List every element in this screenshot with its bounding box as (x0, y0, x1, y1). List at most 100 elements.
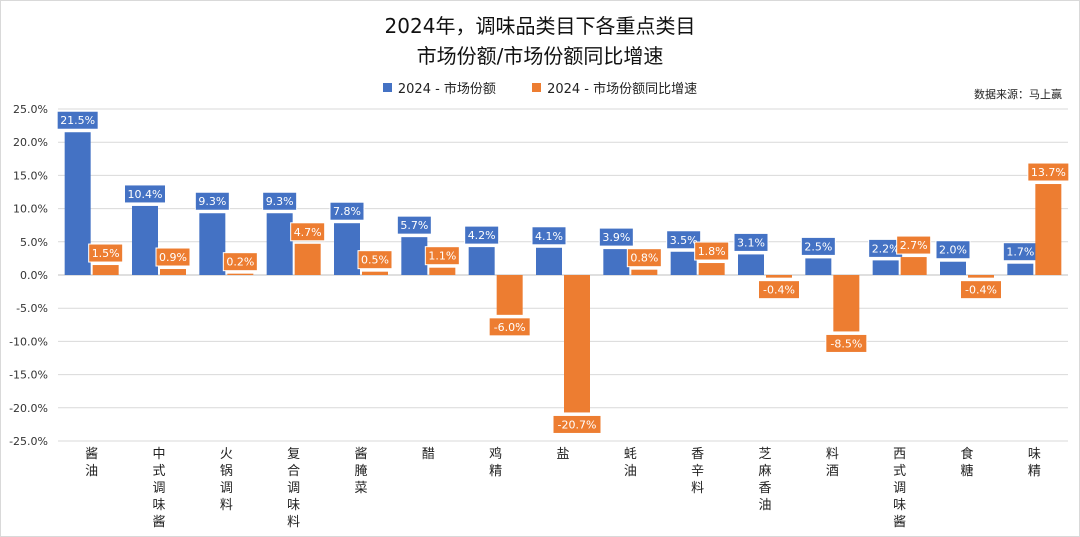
data-label-share: 9.3% (198, 195, 226, 208)
bar-share (805, 258, 832, 275)
y-tick-label: -10.0% (9, 335, 48, 348)
bar-share (468, 247, 495, 275)
y-tick-label: 20.0% (13, 136, 48, 149)
y-tick-label: -25.0% (9, 435, 48, 448)
data-label-box-share (262, 191, 298, 211)
data-label-box-share (733, 232, 769, 252)
bar-growth (429, 267, 456, 275)
data-label-growth: 1.1% (428, 250, 456, 263)
data-source-note: 数据来源：马上赢 (974, 88, 1062, 101)
y-tick-label: 10.0% (13, 203, 48, 216)
data-label-box-share (396, 215, 432, 235)
legend-label-share: 2024 - 市场份额 (397, 82, 496, 97)
data-label-box-growth (424, 246, 460, 266)
data-label-growth: -8.5% (830, 337, 862, 350)
data-label-box-share (598, 227, 634, 247)
legend-swatch-growth (532, 83, 542, 92)
data-label-box-growth (626, 248, 662, 268)
bar-share (536, 247, 562, 275)
x-tick-label: 芝麻香油 (758, 446, 771, 513)
data-label-growth: 1.8% (698, 245, 726, 258)
data-label-share: 3.9% (602, 231, 630, 244)
bar-growth (1035, 184, 1062, 275)
x-tick-label: 火锅调料 (220, 447, 233, 513)
data-label-box-growth (155, 247, 191, 267)
legend-item-share: 2024 - 市场份额 (382, 78, 496, 97)
x-tick-label: 醋 (422, 446, 435, 462)
data-label-box-growth (1027, 162, 1070, 182)
x-tick-label: 复合调味料 (287, 447, 300, 530)
data-label-share: 3.5% (670, 234, 698, 247)
bar-share (334, 223, 360, 275)
x-tick-label: 料酒 (826, 447, 839, 479)
legend-label-growth: 2024 - 市场份额同比增速 (547, 82, 698, 97)
bar-growth (92, 265, 119, 275)
chart-subtitle: 市场份额/市场份额同比增速 (416, 44, 664, 68)
x-tick-label: 中式调味酱 (152, 447, 165, 530)
data-label-growth: 1.5% (92, 247, 120, 260)
data-label-box-share (124, 184, 166, 204)
x-tick-label: 蚝油 (624, 447, 637, 479)
y-tick-label: 0.0% (20, 269, 48, 282)
data-label-share: 9.3% (266, 195, 294, 208)
x-tick-label: 盐 (556, 447, 569, 462)
bar-growth (833, 275, 860, 332)
legend-swatch-share (382, 83, 392, 92)
chart-title: 2024年，调味品类目下各重点类目 (384, 14, 696, 38)
bar-growth (294, 243, 321, 275)
data-label-box-share (800, 236, 836, 256)
data-label-box-growth (758, 280, 800, 300)
data-label-growth: 4.7% (294, 226, 322, 239)
bar-share (940, 261, 966, 275)
bar-growth (362, 271, 388, 275)
data-label-share: 2.5% (804, 240, 832, 253)
data-label-box-share (329, 201, 365, 221)
x-tick-label: 鸡精 (489, 446, 502, 479)
data-label-box-share (464, 225, 500, 245)
bar-growth (496, 275, 523, 315)
data-label-share: 2.0% (939, 244, 967, 257)
data-label-growth: 0.8% (630, 252, 658, 265)
legend-item-growth: 2024 - 市场份额同比增速 (532, 78, 697, 97)
bar-growth (900, 257, 927, 275)
bar-growth (160, 269, 186, 275)
data-label-growth: 0.9% (159, 251, 187, 264)
data-label-box-growth (694, 241, 730, 261)
bar-share (132, 205, 158, 275)
bar-share (738, 254, 764, 275)
data-label-box-share (666, 230, 702, 250)
y-tick-label: -5.0% (16, 302, 48, 315)
bar-share (872, 260, 899, 275)
data-label-share: 7.8% (333, 205, 361, 218)
data-label-box-growth (896, 235, 932, 255)
x-tick-label: 西式调味酱 (893, 447, 906, 530)
data-label-share: 2.2% (872, 242, 900, 255)
x-tick-label: 酱油 (85, 447, 98, 479)
data-label-share: 3.1% (737, 236, 765, 249)
data-label-growth: -6.0% (494, 321, 526, 334)
data-label-box-growth (290, 222, 326, 242)
bar-share (1007, 263, 1034, 275)
bar-share (266, 213, 293, 275)
data-label-growth: -20.7% (558, 418, 597, 431)
data-label-growth: 13.7% (1031, 166, 1066, 179)
data-label-share: 10.4% (128, 188, 163, 201)
data-label-box-share (194, 191, 230, 211)
bar-share (401, 237, 428, 275)
data-label-growth: 0.2% (226, 256, 254, 269)
y-tick-label: 25.0% (13, 103, 48, 116)
data-label-growth: 0.5% (361, 254, 389, 267)
bar-growth (564, 275, 590, 413)
data-label-share: 4.1% (535, 230, 563, 243)
x-tick-label: 食糖 (960, 446, 973, 479)
y-tick-label: -15.0% (9, 369, 48, 382)
data-label-box-share (531, 226, 567, 246)
data-label-growth: 2.7% (900, 239, 928, 252)
data-label-box-growth (222, 252, 258, 272)
bar-growth (968, 275, 994, 278)
bar-growth (631, 269, 658, 275)
data-label-share: 4.2% (468, 229, 496, 242)
data-label-box-share (935, 240, 971, 260)
data-label-box-growth (357, 250, 393, 270)
data-label-share: 21.5% (60, 114, 95, 127)
